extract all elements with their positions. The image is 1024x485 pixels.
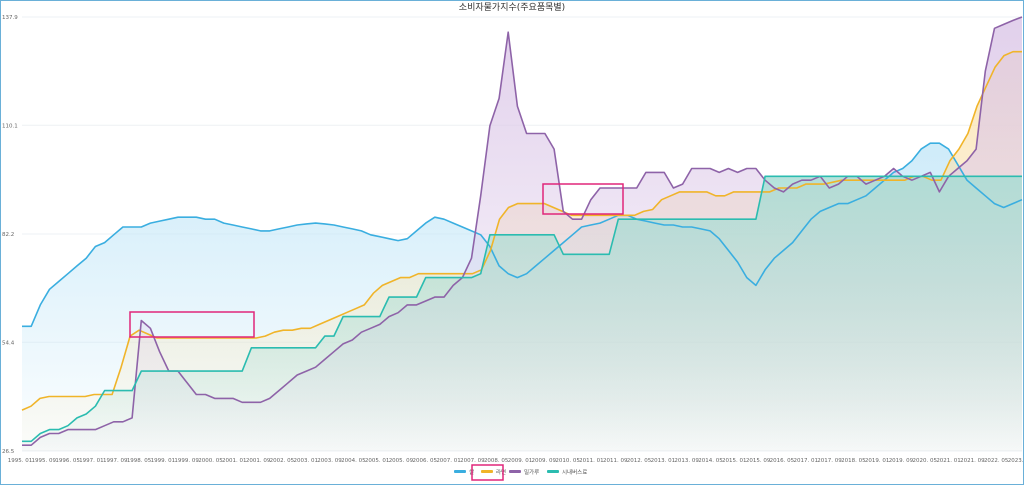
x-tick-label: 2013. 09	[674, 458, 699, 464]
x-tick-label: 1999. 09	[174, 458, 199, 464]
x-tick-label: 2005. 09	[389, 458, 414, 464]
x-tick-label: 2000. 05	[198, 458, 223, 464]
annotation-box	[542, 183, 624, 215]
x-tick-label: 2005. 01	[365, 458, 390, 464]
y-tick-label: 82.2	[2, 232, 14, 238]
x-tick-label: 1995. 01	[8, 458, 33, 464]
x-tick-label: 2018. 05	[841, 458, 866, 464]
x-tick-label: 2014. 05	[698, 458, 723, 464]
x-tick-label: 2011. 01	[579, 458, 604, 464]
x-tick-label: 2010. 05	[555, 458, 580, 464]
y-tick-label: 26.5	[2, 449, 15, 455]
legend-label[interactable]: 라면	[496, 468, 506, 476]
line-layer	[21, 16, 1023, 446]
x-tick-label: 2002. 05	[270, 458, 295, 464]
x-tick-label: 2021. 01	[936, 458, 961, 464]
x-tick-label: 2003. 01	[293, 458, 318, 464]
x-tick-label: 2008. 05	[484, 458, 509, 464]
x-tick-label: 2019. 09	[889, 458, 914, 464]
legend-annotation-box	[471, 464, 504, 481]
x-tick-label: 2001. 09	[246, 458, 271, 464]
annotation-layer	[129, 183, 624, 338]
x-tick-label: 1997. 01	[79, 458, 104, 464]
series-line-4[interactable]	[22, 175, 1022, 443]
x-tick-label: 1995. 09	[32, 458, 57, 464]
series-line-2[interactable]	[21, 50, 1022, 411]
x-tick-label: 2020. 05	[913, 458, 938, 464]
y-tick-label: 54.4	[2, 340, 15, 346]
legend: 쌀 라면 밀가루 시내버스료	[454, 464, 587, 481]
x-tick-label: 2015. 01	[722, 458, 747, 464]
x-tick-label: 1998. 05	[127, 458, 152, 464]
legend-swatch	[547, 470, 559, 473]
x-tick-label: 2022. 05	[984, 458, 1009, 464]
legend-swatch	[509, 470, 521, 473]
legend-label[interactable]: 시내버스료	[562, 468, 587, 476]
y-tick-label: 137.9	[2, 15, 18, 21]
x-tick-label: 2012. 05	[627, 458, 652, 464]
series-area-4	[22, 176, 1022, 452]
x-tick-label: 2007. 09	[460, 458, 485, 464]
legend-swatch	[454, 470, 466, 473]
legend-swatch	[481, 470, 493, 473]
x-tick-label: 1997. 09	[103, 458, 128, 464]
x-tick-label: 1996. 05	[55, 458, 80, 464]
x-tick-label: 2004. 05	[341, 458, 366, 464]
x-tick-label: 2019. 01	[865, 458, 890, 464]
x-tick-label: 2013. 01	[651, 458, 676, 464]
y-tick-label: 110.1	[2, 123, 18, 129]
legend-label[interactable]: 밀가루	[524, 468, 539, 476]
x-tick-label: 2023. 01	[1008, 458, 1024, 464]
annotation-box	[129, 311, 255, 338]
x-tick-label: 2021. 09	[960, 458, 985, 464]
x-tick-label: 2007. 01	[436, 458, 461, 464]
x-tick-label: 2015. 09	[746, 458, 771, 464]
x-tick-label: 2001. 01	[222, 458, 247, 464]
x-tick-label: 2017. 01	[793, 458, 818, 464]
x-tick-label: 1999. 01	[151, 458, 176, 464]
x-tick-label: 2009. 01	[508, 458, 533, 464]
series-line-1[interactable]	[22, 142, 1023, 328]
x-tick-label: 2009. 09	[532, 458, 557, 464]
chart-title: 소비자물가지수(주요품목별)	[459, 2, 565, 13]
x-tick-label: 2003. 09	[317, 458, 342, 464]
x-tick-label: 2016. 05	[770, 458, 795, 464]
x-tick-label: 2017. 09	[817, 458, 842, 464]
x-tick-label: 2011. 09	[603, 458, 628, 464]
x-tick-label: 2006. 05	[413, 458, 438, 464]
